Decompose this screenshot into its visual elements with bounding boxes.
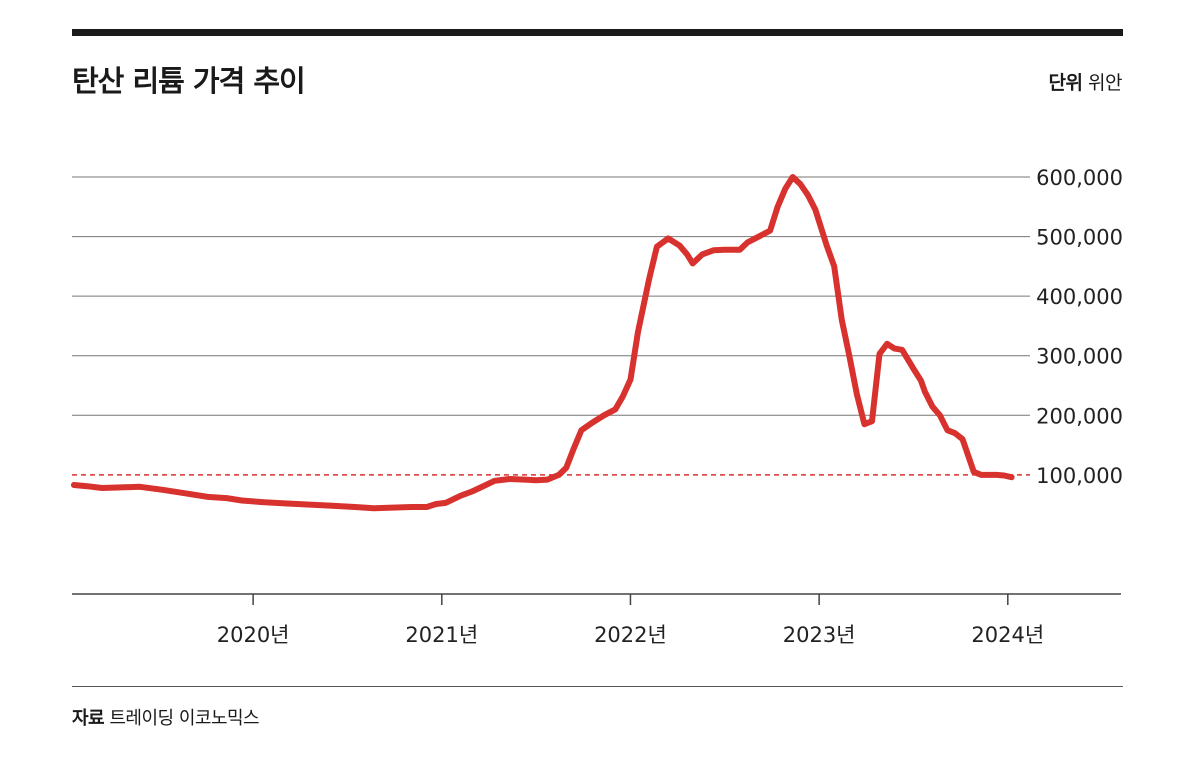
- x-tick-label: 2021년: [405, 623, 478, 647]
- y-tick-label: 400,000: [1036, 285, 1123, 309]
- unit-label-key: 단위: [1048, 72, 1083, 94]
- unit-label: 단위 위안: [1048, 68, 1123, 95]
- top-rule: [72, 29, 1123, 36]
- chart-title: 탄산 리튬 가격 추이: [72, 64, 306, 98]
- y-tick-labels: 100,000 200,000 300,000 400,000 500,000 600,0…: [1036, 166, 1123, 488]
- x-tick-label: 2024년: [971, 623, 1044, 647]
- x-tick-labels: 2020년 2021년 2022년 2023년 2024년: [217, 623, 1044, 647]
- unit-label-value: 위안: [1088, 72, 1122, 94]
- bottom-rule: [72, 686, 1123, 687]
- y-tick-label: 200,000: [1036, 404, 1123, 428]
- series-line: [70, 174, 1015, 512]
- series-group: [70, 174, 1015, 512]
- source-note: 자료 트레이딩 이코노믹스: [72, 704, 260, 730]
- x-tick-label: 2023년: [783, 623, 856, 647]
- x-axis: [72, 593, 1121, 605]
- y-tick-label: 300,000: [1036, 345, 1123, 369]
- gridlines: [72, 176, 1030, 416]
- y-tick-label: 600,000: [1036, 166, 1123, 190]
- source-label: 자료: [72, 708, 105, 729]
- x-tick-label: 2022년: [594, 623, 667, 647]
- y-tick-label: 500,000: [1036, 226, 1123, 250]
- source-value: 트레이딩 이코노믹스: [109, 708, 260, 729]
- x-tick-label: 2020년: [217, 623, 290, 647]
- y-tick-label: 100,000: [1036, 464, 1123, 488]
